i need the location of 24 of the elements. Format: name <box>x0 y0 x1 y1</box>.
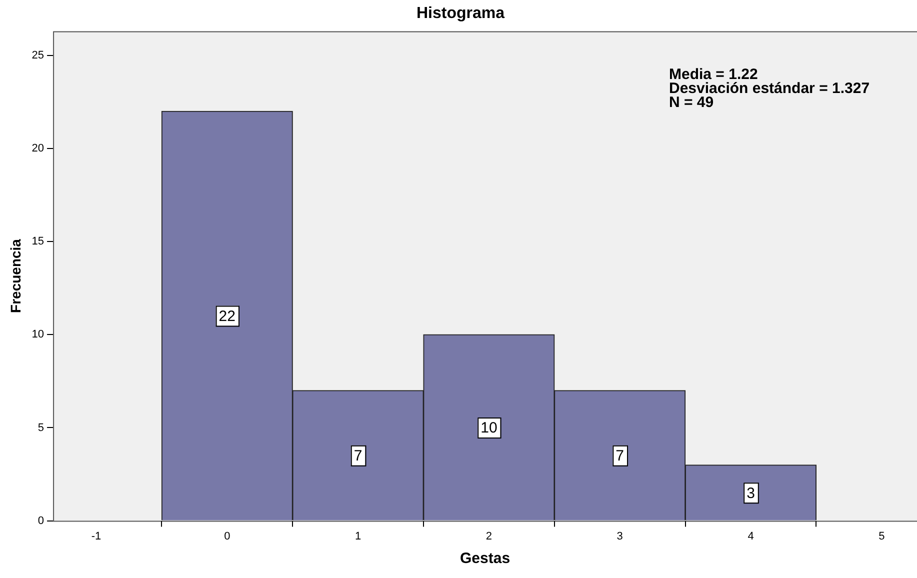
data-label: 7 <box>616 448 624 465</box>
data-label: 3 <box>746 484 755 502</box>
x-tick-label: 4 <box>748 530 754 542</box>
annotation: Desviación estándar = 1.327 <box>669 80 871 97</box>
x-tick-label: 1 <box>354 530 362 542</box>
chart-title: Histograma <box>416 5 505 22</box>
x-tick-label: -1 <box>91 530 102 542</box>
data-label: 7 <box>354 448 362 465</box>
data-label: 10 <box>480 420 498 437</box>
x-axis-title: Gestas <box>460 550 510 568</box>
x-tick-label: 3 <box>616 530 623 542</box>
x-tick-label: 0 <box>224 530 230 542</box>
y-tick-label: 25 <box>32 49 44 62</box>
annotation: Media = 1.22 <box>669 66 758 83</box>
y-tick-label: 15 <box>32 236 44 248</box>
y-tick-label: 5 <box>38 422 44 434</box>
y-tick-label: 20 <box>32 142 44 155</box>
data-label: 22 <box>218 308 236 325</box>
y-tick-label: 10 <box>32 328 44 341</box>
y-tick-label: 0 <box>38 514 44 527</box>
annotation: N = 49 <box>669 94 715 111</box>
y-axis-title: Frecuencia <box>7 238 24 313</box>
x-tick-label: 5 <box>878 530 885 542</box>
x-tick-label: 2 <box>486 530 492 542</box>
